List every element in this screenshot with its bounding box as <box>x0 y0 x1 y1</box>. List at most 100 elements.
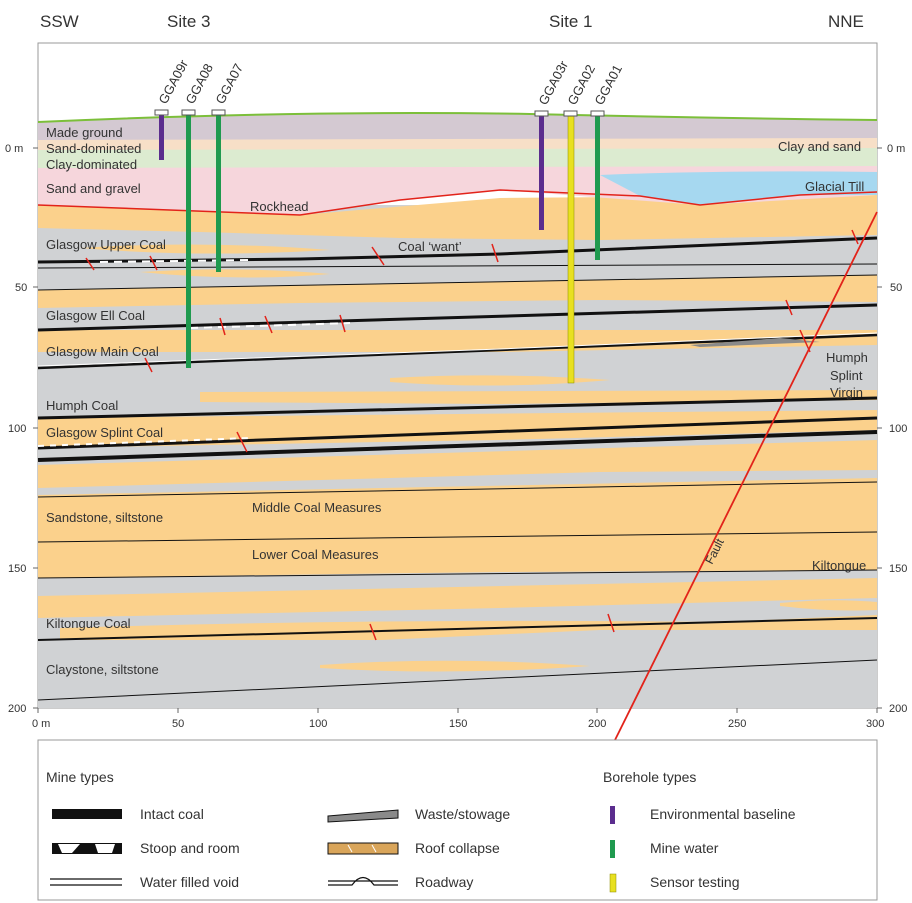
label-rockhead: Rockhead <box>250 199 309 214</box>
coal-seams <box>37 236 878 701</box>
glasgow-main-coal <box>37 333 878 370</box>
minor-fault <box>371 246 385 266</box>
thin-coal <box>37 531 878 543</box>
sandstone-band <box>200 390 877 404</box>
legend-waste: Waste/stowage <box>415 806 510 822</box>
kiltongue-coal <box>37 617 878 641</box>
borehole-GGA01 <box>595 116 600 260</box>
x-tick-100: 100 <box>309 718 327 730</box>
glasgow-ell-coal-stoop <box>189 322 351 329</box>
label-glasgow-splint-coal: Glasgow Splint Coal <box>46 425 163 440</box>
thin-coal <box>37 263 878 269</box>
minor-fault <box>85 257 95 271</box>
sandstone-lens <box>390 375 610 386</box>
label-sand-gravel: Sand and gravel <box>46 181 141 196</box>
sandstone-band <box>38 275 877 308</box>
label-made-ground: Made ground <box>46 125 123 140</box>
minor-faults <box>85 229 859 641</box>
waste-stowage-swatch <box>327 809 399 823</box>
glasgow-upper-coal-stoop <box>99 259 251 263</box>
collar-GGA08 <box>181 109 196 116</box>
borehole-GGA08 <box>186 115 191 368</box>
label-claystone-siltstone: Claystone, siltstone <box>46 662 159 677</box>
label-humph-coal: Humph Coal <box>46 398 118 413</box>
sandstone-band <box>38 578 877 618</box>
intact-coal-swatch <box>52 809 122 819</box>
collar-GGA02 <box>563 110 578 117</box>
label-clay-dominated: Clay-dominated <box>46 157 137 172</box>
thin-coal <box>37 274 878 291</box>
y-tick-left-100: 100 <box>8 423 26 435</box>
minor-fault <box>851 229 859 245</box>
sensor-swatch <box>609 873 617 893</box>
minor-fault <box>149 255 158 271</box>
glacial-till-layer <box>600 171 877 205</box>
depth-axis-right: 0 m 50 100 150 200 <box>877 143 907 715</box>
label-glacial-till: Glacial Till <box>805 179 864 194</box>
waste-stowage <box>690 338 820 347</box>
y-tick-left-150: 150 <box>8 563 26 575</box>
collar-GGA01 <box>590 110 605 117</box>
humph-coal <box>37 396 878 420</box>
sandstone-lens <box>780 600 877 611</box>
roadway-swatch <box>328 876 398 886</box>
label-glasgow-ell-coal: Glasgow Ell Coal <box>46 308 145 323</box>
x-tick-300: 300 <box>866 718 884 730</box>
direction-left: SSW <box>40 12 79 31</box>
collar-GGA07 <box>211 109 226 116</box>
collar-GGA03r <box>534 110 549 117</box>
legend-water-void: Water filled void <box>140 874 239 890</box>
borehole-GGA03r <box>539 116 544 230</box>
minor-fault <box>236 431 248 453</box>
glasgow-splint-coal <box>37 416 878 450</box>
glasgow-main-void <box>37 332 878 367</box>
y-tick-right-150: 150 <box>889 563 907 575</box>
minor-fault <box>491 243 499 263</box>
minor-fault <box>607 613 615 633</box>
sandstone-lens <box>80 244 330 254</box>
y-tick-right-200: 200 <box>889 703 907 715</box>
legend-mine-types-title: Mine types <box>46 769 114 785</box>
thin-coal <box>37 481 878 498</box>
stoop-room-swatch <box>52 843 122 854</box>
distance-axis: 0 m 50 100 150 200 250 300 <box>32 708 884 730</box>
thin-coal <box>37 659 878 701</box>
glasgow-ell-coal <box>37 303 878 332</box>
legend-borehole-types-title: Borehole types <box>603 769 696 785</box>
glasgow-upper-coal <box>37 236 878 264</box>
cross-section: Fault GGA09r GGA08 GGA07 GGA03r GGA02 GG… <box>37 42 878 743</box>
y-tick-left-0: 0 m <box>5 143 23 155</box>
legend-box <box>37 739 878 901</box>
x-tick-0: 0 m <box>32 718 50 730</box>
minor-fault <box>264 315 273 334</box>
label-clay-sand: Clay and sand <box>778 139 861 154</box>
clay-dominated-layer <box>38 148 877 170</box>
environmental-swatch <box>610 806 615 824</box>
y-tick-left-200: 200 <box>8 703 26 715</box>
label-lower-coal-measures: Lower Coal Measures <box>252 547 379 562</box>
label-middle-coal-measures: Middle Coal Measures <box>252 500 382 515</box>
legend-roadway: Roadway <box>415 874 473 890</box>
minor-fault <box>369 623 377 641</box>
x-tick-200: 200 <box>588 718 606 730</box>
water-void-swatch <box>50 878 122 886</box>
sandstone-band <box>38 330 877 352</box>
roof-collapse-swatch <box>327 842 399 855</box>
legend-intact-coal: Intact coal <box>140 806 204 822</box>
label-kiltongue: Kiltongue <box>812 558 866 573</box>
depth-axis-left: 0 m 50 100 150 200 <box>5 143 38 715</box>
site-3-label: Site 3 <box>167 12 210 31</box>
sandstone-band-upper <box>38 195 877 240</box>
x-tick-150: 150 <box>449 718 467 730</box>
sandstone-bands <box>38 195 877 672</box>
label-glasgow-main-coal: Glasgow Main Coal <box>46 344 159 359</box>
collar-GGA09r <box>154 109 169 116</box>
site-1-label: Site 1 <box>549 12 592 31</box>
minor-fault <box>219 317 226 336</box>
label-sandstone-siltstone: Sandstone, siltstone <box>46 510 163 525</box>
y-tick-right-100: 100 <box>889 423 907 435</box>
x-tick-50: 50 <box>172 718 184 730</box>
y-tick-right-0: 0 m <box>887 143 905 155</box>
section-labels: Made ground Sand-dominated Clay-dominate… <box>46 125 868 677</box>
legend-mine-water: Mine water <box>650 840 719 856</box>
